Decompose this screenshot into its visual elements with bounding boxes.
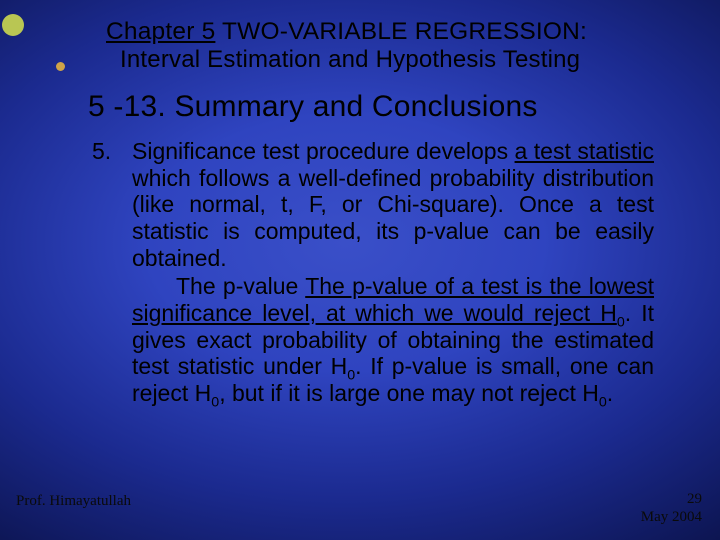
title-line-1: Chapter 5 TWO-VARIABLE REGRESSION: xyxy=(106,18,654,46)
paragraph-1: Significance test procedure develops a t… xyxy=(132,138,654,271)
footer-date: May 2004 xyxy=(641,508,702,526)
p2-sub-3: 0 xyxy=(211,395,219,411)
list-number: 5. xyxy=(92,138,111,165)
chapter-label: Chapter 5 xyxy=(106,18,215,45)
title-rest-1: TWO-VARIABLE REGRESSION: xyxy=(215,18,587,45)
title-line-2: Interval Estimation and Hypothesis Testi… xyxy=(120,46,654,74)
list-body: Significance test procedure develops a t… xyxy=(132,138,654,407)
p2-tail-4: . xyxy=(607,380,613,406)
p1-text-b: which follows a well-defined probability… xyxy=(132,165,654,271)
paragraph-2: The p-value The p-value of a test is the… xyxy=(132,273,654,406)
slide: Chapter 5 TWO-VARIABLE REGRESSION: Inter… xyxy=(0,0,720,540)
p2-lead: The p-value xyxy=(176,273,305,299)
body-text: 5. Significance test procedure develops … xyxy=(92,138,654,407)
p2-sub-4: 0 xyxy=(599,395,607,411)
p1-text-a: Significance test procedure develops xyxy=(132,138,515,164)
p1-underline: a test statistic xyxy=(515,138,654,164)
slide-title: Chapter 5 TWO-VARIABLE REGRESSION: Inter… xyxy=(106,18,654,74)
footer-author: Prof. Himayatullah xyxy=(16,493,131,510)
footer-right: 29 May 2004 xyxy=(641,490,702,526)
page-number: 29 xyxy=(641,490,702,508)
p2-tail-3: , but if it is large one may not reject … xyxy=(219,380,599,406)
section-heading: 5 -13. Summary and Conclusions xyxy=(88,90,684,124)
